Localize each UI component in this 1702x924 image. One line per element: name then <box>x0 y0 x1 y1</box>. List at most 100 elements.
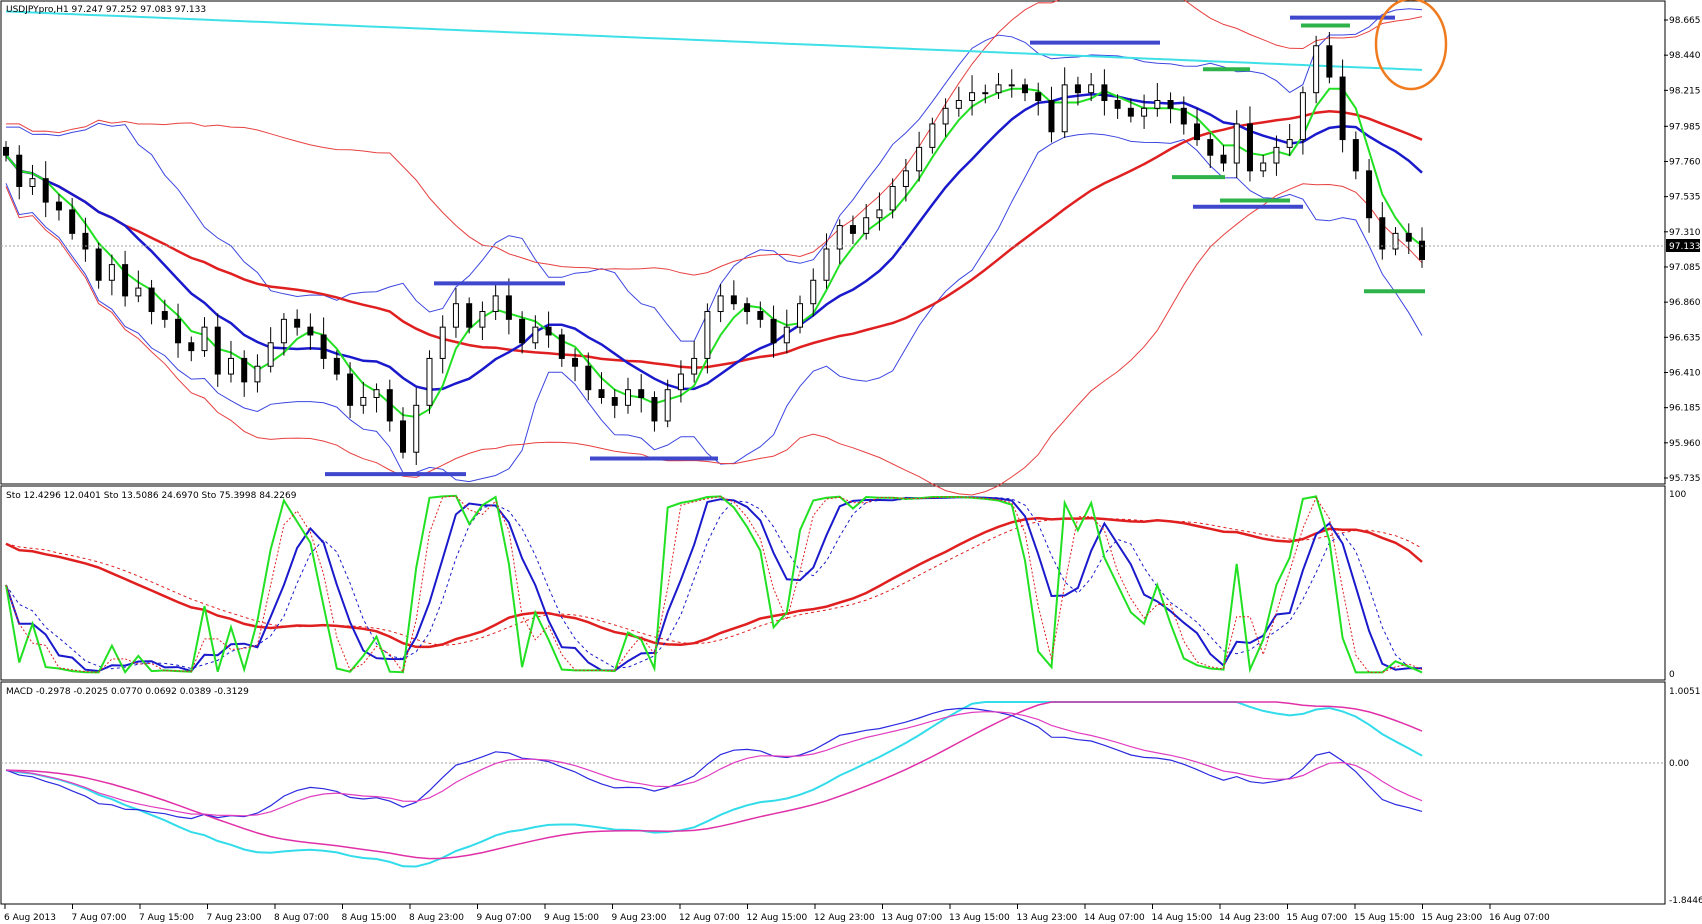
candle-bearish <box>1021 84 1028 94</box>
time-tick-label: 12 Aug 15:00 <box>747 913 808 923</box>
candle-bullish <box>677 373 684 391</box>
candle-bearish <box>1405 232 1412 242</box>
candle-bullish <box>29 178 36 187</box>
candle-bullish <box>717 295 724 313</box>
candle-bullish <box>955 100 962 109</box>
stoch-slow-signal <box>5 518 1423 646</box>
candle-bearish <box>598 389 605 398</box>
time-tick-label: 9 Aug 15:00 <box>544 913 599 923</box>
candle-bearish <box>1419 240 1425 260</box>
lower-envelope-red <box>5 183 1423 496</box>
time-tick-label: 13 Aug 07:00 <box>882 913 943 923</box>
time-tick-label: 15 Aug 15:00 <box>1354 913 1415 923</box>
candle-bearish <box>175 318 182 344</box>
candle-bearish <box>757 311 764 320</box>
main-price-panel[interactable] <box>0 0 1666 485</box>
candle-bearish <box>849 225 856 234</box>
candle-bullish <box>1233 123 1240 164</box>
time-tick-label: 6 Aug 2013 <box>4 913 56 923</box>
candle-bullish <box>452 303 459 328</box>
candle-bearish <box>241 357 248 383</box>
time-tick-label: 8 Aug 23:00 <box>409 913 464 923</box>
candle-bullish <box>1286 139 1293 148</box>
time-tick-label: 14 Aug 07:00 <box>1084 913 1145 923</box>
price-tick-label: 97.760 <box>1669 157 1701 167</box>
orange-highlight-circle[interactable] <box>1374 0 1448 91</box>
candle-bullish <box>254 365 261 383</box>
candle-bullish <box>624 389 631 406</box>
candle-bullish <box>108 264 115 281</box>
candle-bullish <box>810 279 817 305</box>
candle-bearish <box>148 287 155 313</box>
time-tick-label: 12 Aug 23:00 <box>814 913 875 923</box>
stochastic-lines <box>5 494 1423 675</box>
candle-bullish <box>373 389 380 398</box>
candle-bearish <box>1048 100 1055 133</box>
candle-bearish <box>3 146 9 156</box>
time-tick-label: 7 Aug 15:00 <box>139 913 194 923</box>
price-tick-label: 98.440 <box>1669 51 1701 61</box>
price-scale: 98.665 98.440 98.215 97.985 97.760 97.535 97.3… <box>1664 16 1701 484</box>
candle-bearish <box>1366 170 1373 219</box>
time-tick-label: 13 Aug 15:00 <box>949 913 1010 923</box>
upper-envelope-red <box>6 0 1423 276</box>
candle-bearish <box>16 154 23 187</box>
candle-bearish <box>585 365 592 391</box>
candle-bullish <box>929 123 936 148</box>
candle-bullish <box>135 287 142 297</box>
stoch-mid-line <box>5 496 1422 673</box>
price-tick-label: 97.310 <box>1669 228 1701 238</box>
candlestick-series <box>3 32 1425 466</box>
macd-signal-line <box>5 711 1423 817</box>
candle-bearish <box>651 396 658 422</box>
candle-bearish <box>1207 139 1214 156</box>
candle-bullish <box>1299 92 1306 141</box>
candle-bullish <box>691 357 698 375</box>
candle-bearish <box>466 303 473 328</box>
drawn-annotations[interactable] <box>325 0 1448 477</box>
stoch-tick-100: 100 <box>1669 490 1686 500</box>
time-tick-label: 9 Aug 07:00 <box>477 913 532 923</box>
price-tick-label: 96.860 <box>1669 298 1701 308</box>
slow-moving-average <box>5 109 1423 370</box>
macd-tick-top: 1.0051 <box>1669 687 1701 697</box>
candle-bearish <box>294 318 301 328</box>
price-tick-label: 96.635 <box>1669 333 1701 343</box>
candle-bearish <box>1074 84 1081 94</box>
current-price-label: 97.133 <box>1669 242 1701 252</box>
candle-bearish <box>82 232 89 250</box>
time-tick-label: 8 Aug 15:00 <box>342 913 397 923</box>
stoch-tick-0: 0 <box>1669 670 1675 680</box>
candle-bullish <box>267 342 274 367</box>
candle-bearish <box>1114 100 1121 109</box>
stochastic-panel[interactable] <box>0 485 1666 681</box>
candle-bullish <box>969 92 976 102</box>
candle-bullish <box>1392 232 1399 250</box>
price-tick-label: 97.985 <box>1669 122 1701 132</box>
candle-bearish <box>519 318 526 344</box>
candle-bearish <box>1127 107 1134 117</box>
candle-bullish <box>664 389 671 422</box>
candle-bearish <box>572 357 579 367</box>
macd-panel-header: MACD -0.2978 -0.2025 0.0770 0.0692 0.038… <box>6 687 249 697</box>
candle-bullish <box>783 326 790 344</box>
candle-bullish <box>439 326 446 359</box>
candle-bearish <box>611 396 618 406</box>
time-tick-label: 13 Aug 23:00 <box>1017 913 1078 923</box>
candle-bearish <box>386 389 393 422</box>
candle-bullish <box>876 209 883 219</box>
candle-bearish <box>214 326 221 375</box>
time-tick-label: 7 Aug 23:00 <box>207 913 262 923</box>
candle-bearish <box>638 389 645 398</box>
time-tick-label: 7 Aug 07:00 <box>72 913 127 923</box>
stoch-slow-line <box>5 516 1423 649</box>
candle-bearish <box>122 264 129 297</box>
candle-bearish <box>1101 84 1108 102</box>
candle-bullish <box>1313 45 1320 94</box>
candle-bearish <box>1035 92 1042 102</box>
candle-bearish <box>1379 217 1386 250</box>
mid-moving-average <box>5 92 1423 391</box>
candle-bearish <box>95 248 102 281</box>
macd-panel[interactable] <box>0 681 1666 905</box>
